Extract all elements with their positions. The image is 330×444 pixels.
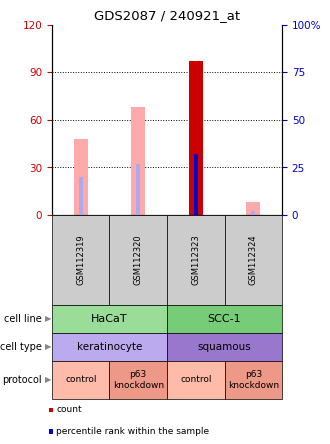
Text: p63
knockdown: p63 knockdown [228, 370, 279, 390]
Title: GDS2087 / 240921_at: GDS2087 / 240921_at [94, 9, 240, 23]
Bar [136, 164, 140, 215]
Text: GSM112324: GSM112324 [249, 235, 258, 285]
Bar [74, 139, 88, 215]
Bar [194, 154, 198, 215]
Text: p63
knockdown: p63 knockdown [113, 370, 164, 390]
Text: cell type: cell type [0, 342, 42, 352]
Text: control: control [180, 376, 212, 385]
Text: SCC-1: SCC-1 [208, 314, 241, 324]
Bar [246, 202, 260, 215]
Text: GSM112320: GSM112320 [134, 235, 143, 285]
Bar [251, 211, 255, 215]
Text: control: control [65, 376, 96, 385]
Text: ▶: ▶ [45, 314, 51, 324]
Text: cell line: cell line [4, 314, 42, 324]
Bar [188, 61, 203, 215]
Text: GSM112319: GSM112319 [76, 235, 85, 285]
Text: count: count [56, 405, 82, 414]
Text: ▶: ▶ [45, 342, 51, 352]
Text: percentile rank within the sample: percentile rank within the sample [56, 427, 210, 436]
Text: squamous: squamous [198, 342, 251, 352]
Text: ▶: ▶ [45, 376, 51, 385]
Text: protocol: protocol [2, 375, 42, 385]
Bar [79, 177, 83, 215]
Text: keratinocyte: keratinocyte [77, 342, 142, 352]
Bar [131, 107, 146, 215]
Text: GSM112323: GSM112323 [191, 234, 200, 285]
Text: HaCaT: HaCaT [91, 314, 128, 324]
